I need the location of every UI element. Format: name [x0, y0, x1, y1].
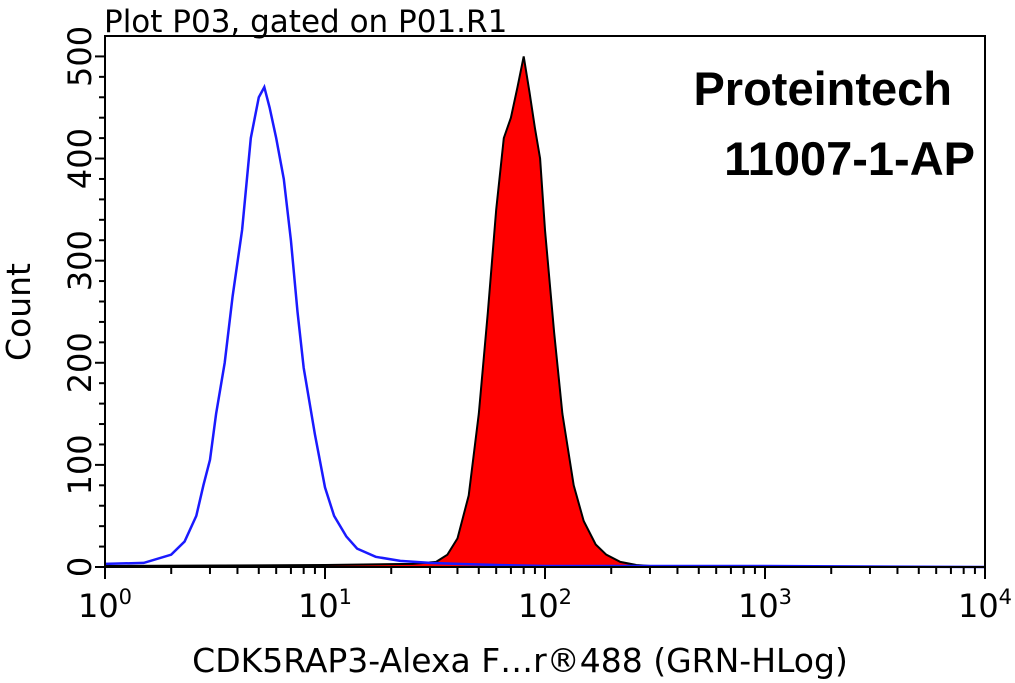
y-tick-label: 0 [61, 557, 99, 577]
y-tick-label: 200 [61, 332, 99, 393]
x-axis-label: CDK5RAP3-Alexa F…r®488 (GRN-HLog) [192, 641, 848, 680]
watermark-line-1: Proteintech [693, 62, 952, 115]
y-axis-label: Count [0, 263, 38, 361]
x-tick-label: 100 [78, 585, 132, 625]
x-tick-exponent: 0 [119, 585, 132, 609]
series-1-area [104, 56, 985, 568]
x-tick-exponent: 4 [999, 585, 1012, 609]
y-tick-label: 100 [61, 434, 99, 495]
x-tick-label: 101 [298, 585, 352, 625]
x-tick-exponent: 2 [559, 585, 572, 609]
x-tick-label: 104 [958, 585, 1012, 625]
y-tick-label: 500 [61, 26, 99, 87]
y-tick-label: 400 [61, 128, 99, 189]
x-tick-label: 103 [738, 585, 792, 625]
x-tick-exponent: 1 [339, 585, 352, 609]
watermark-line-2: 11007-1-AP [724, 132, 975, 185]
series-0-line [104, 83, 986, 569]
x-tick-label: 102 [518, 585, 572, 625]
y-tick-label: 300 [61, 230, 99, 291]
chart-title: Plot P03, gated on P01.R1 [104, 4, 507, 40]
x-tick-exponent: 3 [779, 585, 792, 609]
plot-area [104, 56, 986, 569]
